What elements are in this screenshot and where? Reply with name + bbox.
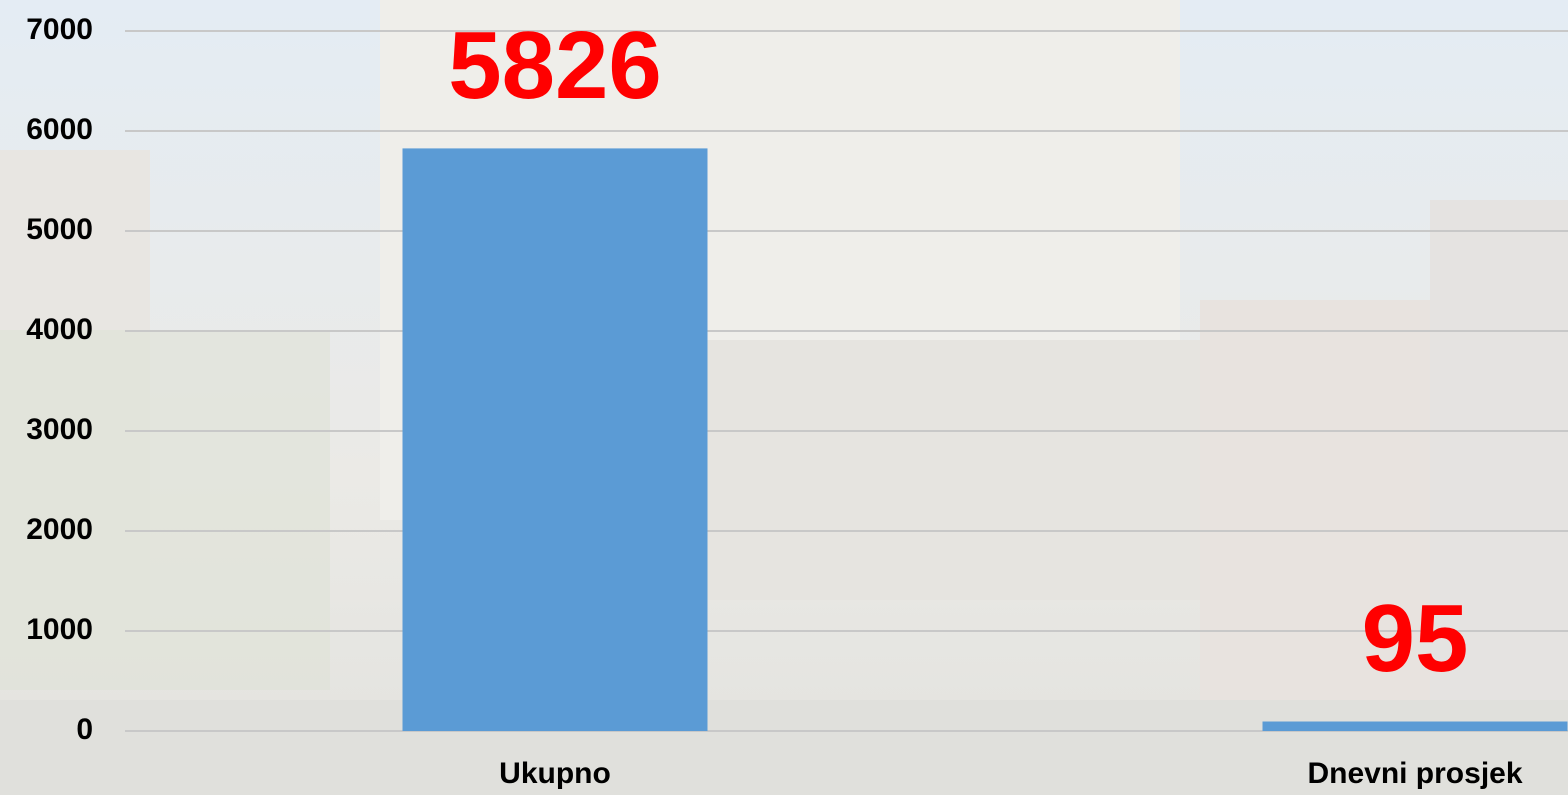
chart: 0 1000 2000 3000 4000 5000 6000 7000 Ukupno 5826 D… [0,0,1568,795]
x-tick-label: Dnevni prosjek [1307,757,1522,790]
y-tick-label: 4000 [26,313,93,346]
y-tick-label: 5000 [26,213,93,246]
value-label: 5826 [448,12,662,119]
y-tick-label: 2000 [26,513,93,546]
x-tick-label: Ukupno [499,757,611,790]
value-label: 95 [1362,585,1469,692]
background [0,0,1568,795]
y-tick-label: 6000 [26,113,93,146]
page: 0 1000 2000 3000 4000 5000 6000 7000 Ukupno 5826 D… [0,0,1568,795]
bar [403,148,708,731]
y-tick-label: 0 [76,713,93,746]
y-tick-label: 1000 [26,613,93,646]
y-tick-label: 3000 [26,413,93,446]
y-tick-label: 7000 [26,13,93,46]
bar [1263,722,1568,732]
